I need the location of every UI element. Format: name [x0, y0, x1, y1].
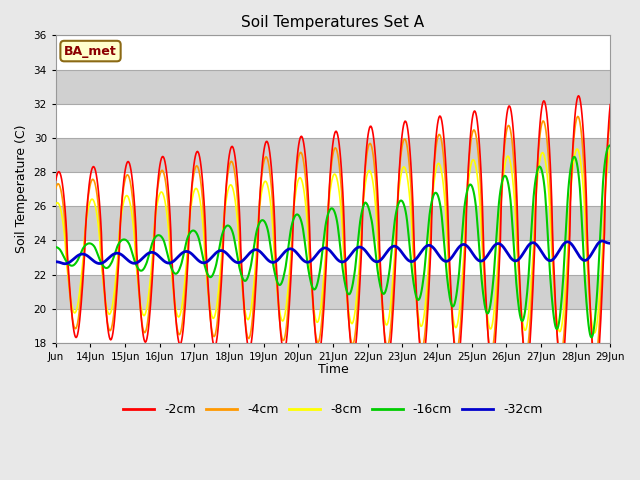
Bar — [56, 138, 611, 172]
Bar — [56, 172, 611, 206]
Bar — [56, 240, 611, 275]
Bar — [56, 309, 611, 343]
X-axis label: Time: Time — [317, 363, 348, 376]
Legend: -2cm, -4cm, -8cm, -16cm, -32cm: -2cm, -4cm, -8cm, -16cm, -32cm — [118, 398, 548, 421]
Bar — [56, 275, 611, 309]
Title: Soil Temperatures Set A: Soil Temperatures Set A — [241, 15, 424, 30]
Bar — [56, 104, 611, 138]
Bar — [56, 206, 611, 240]
Y-axis label: Soil Temperature (C): Soil Temperature (C) — [15, 125, 28, 253]
Text: BA_met: BA_met — [64, 45, 117, 58]
Bar — [56, 36, 611, 70]
Bar — [56, 70, 611, 104]
